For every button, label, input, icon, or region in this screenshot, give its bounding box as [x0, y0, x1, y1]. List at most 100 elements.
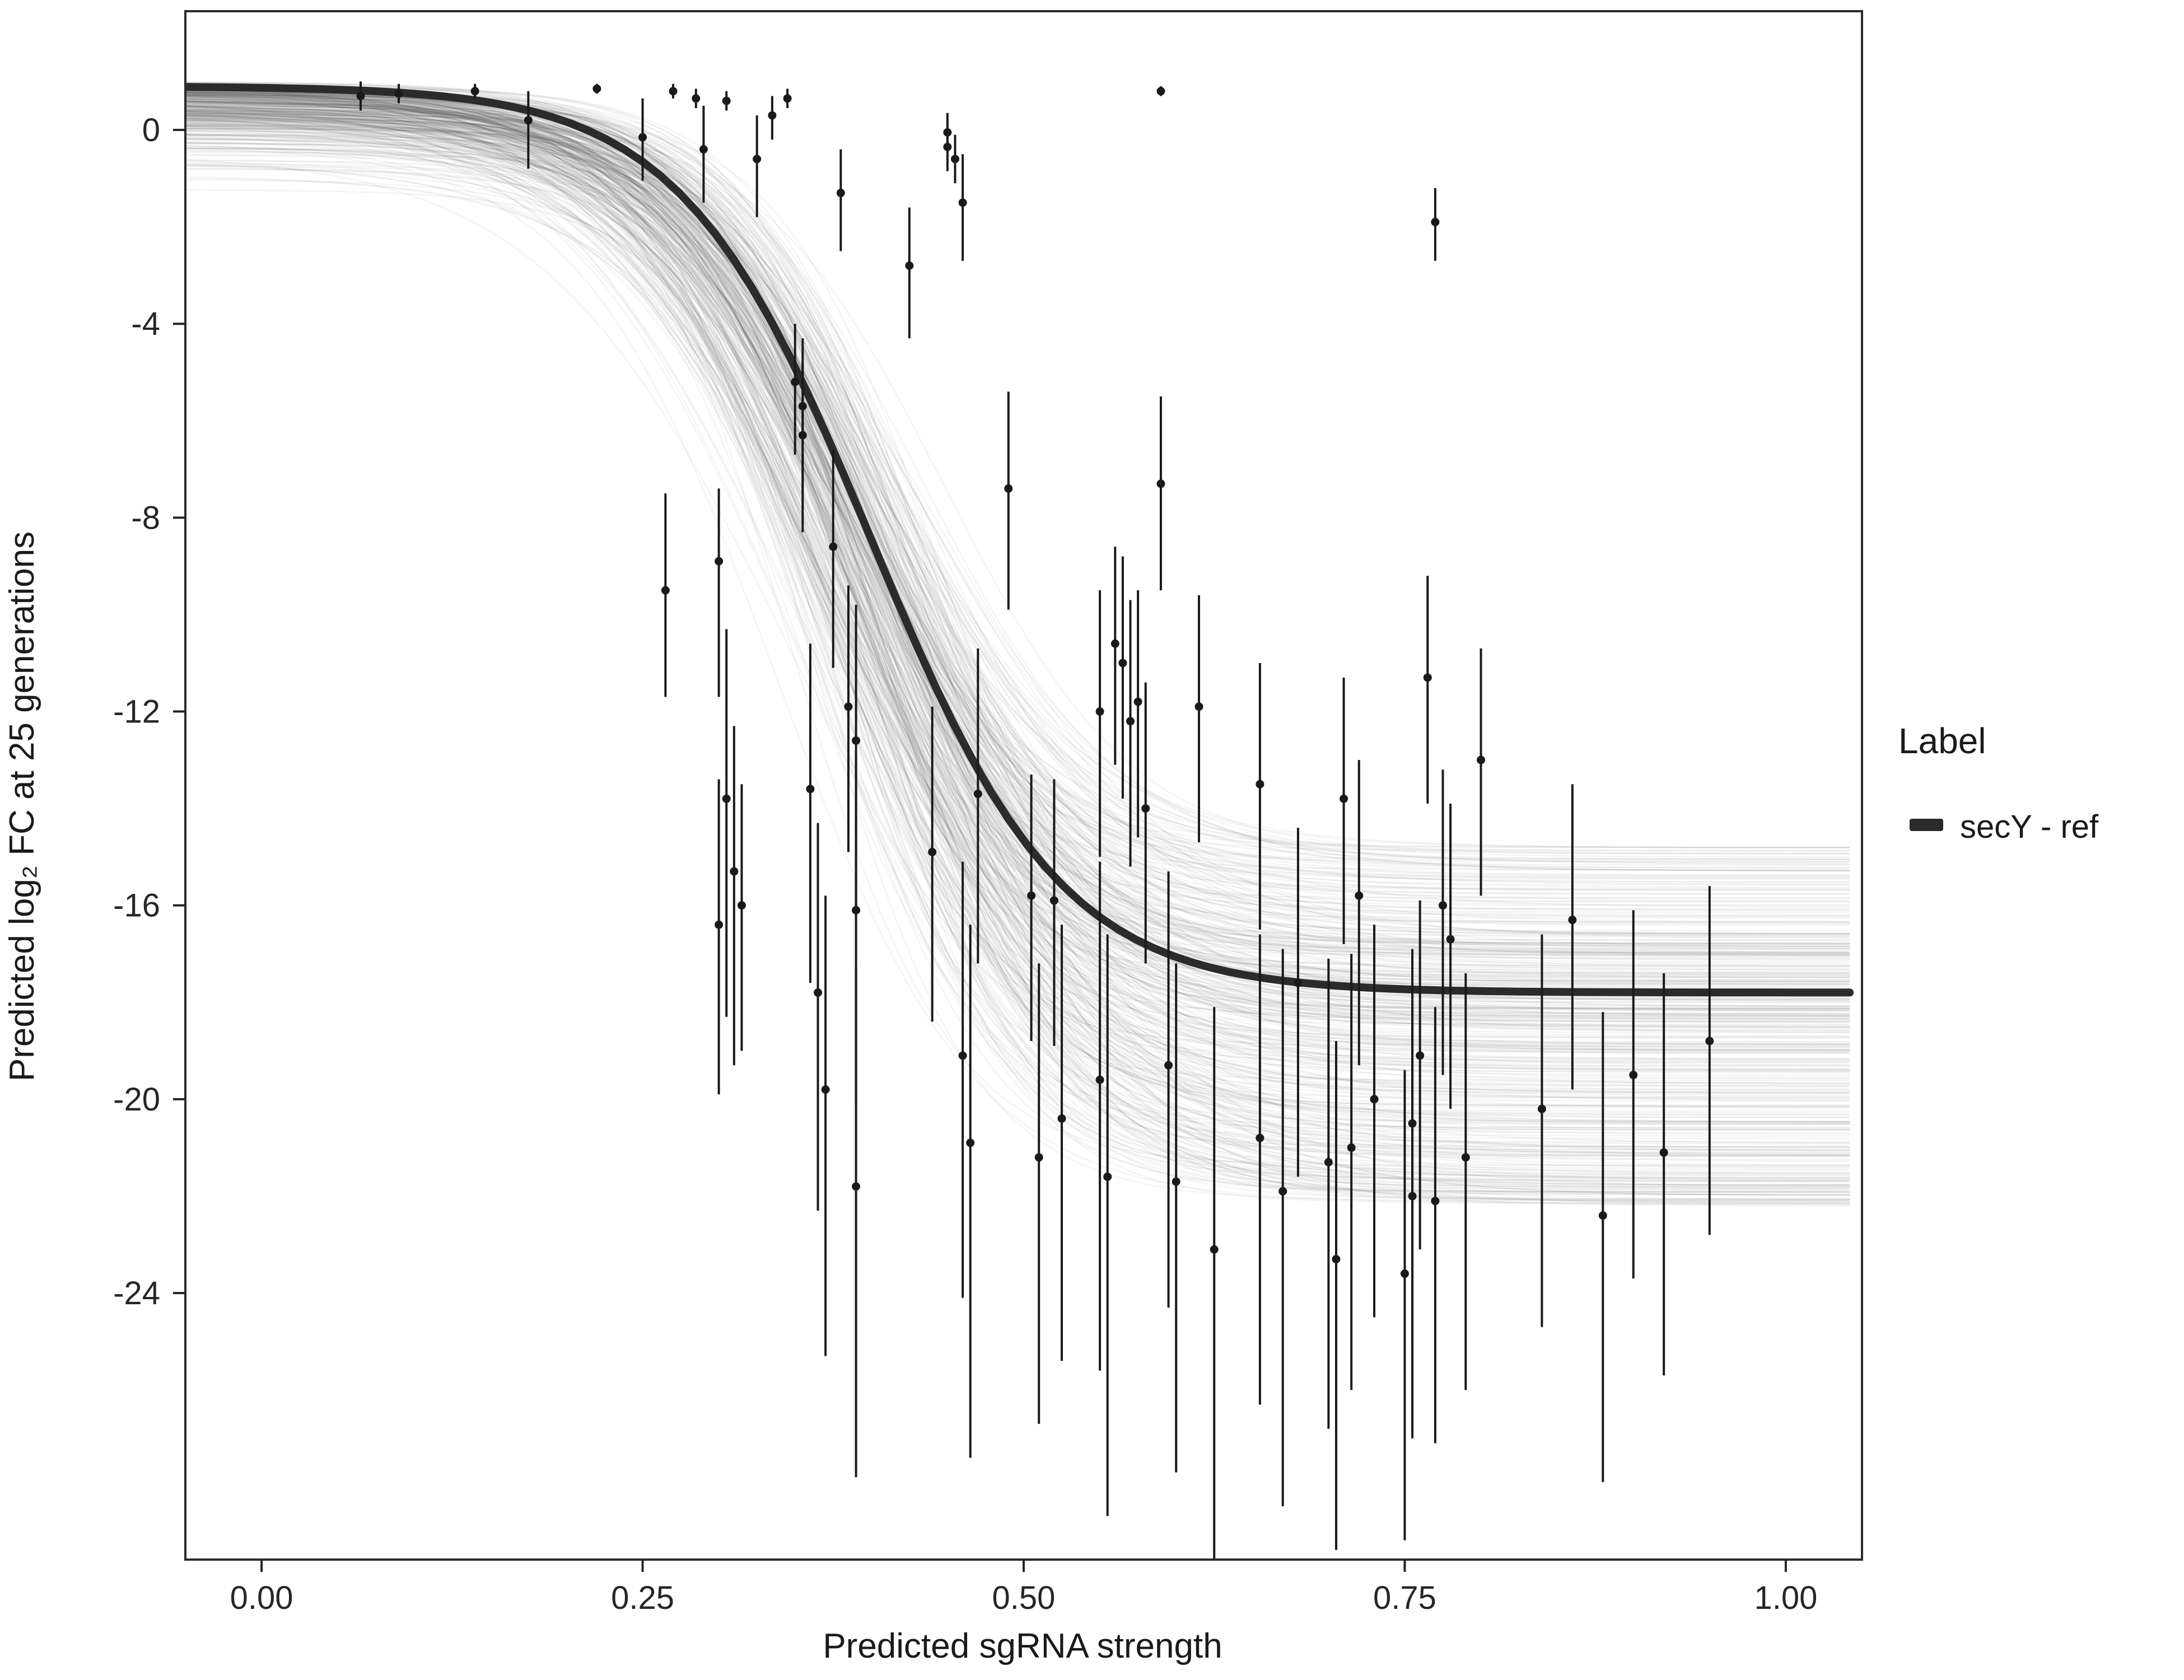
data-point: [905, 261, 914, 270]
data-point: [1126, 717, 1135, 726]
legend-title: Label: [1898, 721, 1986, 761]
data-point: [852, 736, 861, 745]
data-point: [1194, 702, 1203, 711]
data-point: [1408, 1192, 1417, 1201]
data-point: [715, 920, 724, 929]
data-point: [592, 84, 601, 93]
data-point: [1705, 1037, 1714, 1046]
data-point: [1004, 484, 1013, 493]
data-point: [524, 116, 533, 125]
data-point: [844, 702, 853, 711]
data-point: [928, 847, 937, 856]
data-point: [1629, 1071, 1638, 1080]
data-point: [1332, 1254, 1341, 1263]
data-point: [1095, 707, 1104, 716]
data-point: [821, 1085, 830, 1094]
x-axis-title: Predicted sgRNA strength: [823, 1627, 1222, 1665]
data-point: [1423, 673, 1432, 682]
data-point: [1118, 659, 1127, 668]
data-point: [836, 189, 845, 198]
data-point: [852, 906, 861, 914]
y-tick-label: 0: [142, 112, 160, 148]
data-point: [1439, 901, 1447, 910]
data-point: [1446, 935, 1455, 944]
data-point: [470, 87, 479, 96]
data-point: [1324, 1158, 1333, 1166]
data-point: [951, 155, 960, 164]
data-point: [806, 785, 815, 794]
data-point: [394, 89, 403, 98]
data-point: [356, 91, 365, 100]
y-tick-label: -20: [113, 1081, 160, 1118]
data-point: [1431, 217, 1440, 226]
data-point: [1049, 896, 1058, 905]
data-point: [1103, 1172, 1112, 1181]
data-point: [722, 96, 731, 105]
data-point: [852, 1182, 861, 1191]
data-point: [1034, 1153, 1043, 1162]
data-point: [1347, 1143, 1356, 1152]
y-tick-label: -12: [113, 694, 160, 730]
data-point: [1110, 639, 1119, 648]
data-point: [1659, 1148, 1668, 1157]
data-point: [730, 867, 739, 876]
data-point: [715, 557, 724, 566]
data-point: [1431, 1197, 1440, 1206]
data-point: [814, 988, 823, 997]
data-point: [1598, 1211, 1607, 1220]
x-tick-label: 0.75: [1373, 1580, 1436, 1616]
x-tick-label: 0.25: [611, 1580, 674, 1616]
data-point: [829, 542, 838, 551]
data-point: [1370, 1095, 1379, 1104]
data-point: [661, 586, 670, 595]
data-point: [1027, 891, 1036, 900]
data-point: [798, 431, 807, 440]
data-point: [1057, 1114, 1066, 1123]
data-point: [943, 142, 952, 151]
data-point: [958, 1051, 967, 1060]
data-point: [753, 155, 762, 164]
data-point: [1141, 804, 1150, 813]
y-tick-label: -4: [131, 306, 160, 342]
x-tick-label: 0.50: [992, 1580, 1056, 1616]
data-point: [783, 94, 792, 103]
legend-item-label: secY - ref: [1960, 809, 2099, 845]
data-point: [1340, 794, 1348, 803]
data-point: [1156, 479, 1165, 488]
data-point: [1256, 780, 1264, 788]
x-tick-label: 1.00: [1754, 1580, 1817, 1616]
data-point: [1210, 1245, 1219, 1254]
data-points: [356, 81, 1714, 1560]
data-point: [1172, 1177, 1180, 1186]
data-point: [1461, 1153, 1470, 1162]
data-point: [1156, 87, 1165, 96]
y-tick-label: -16: [113, 888, 160, 924]
legend: Label secY - ref: [1898, 721, 2099, 845]
x-tick-label: 0.00: [230, 1580, 293, 1616]
data-point: [699, 145, 708, 154]
data-point: [669, 87, 678, 96]
data-point: [1537, 1104, 1546, 1113]
data-point: [1416, 1051, 1425, 1060]
y-axis-title: Predicted log₂ FC at 25 generations: [3, 531, 41, 1081]
axes: 0.00 0.25 0.50 0.75 1.00 0 -4 -8 -12 -16 -20 -24: [113, 112, 1817, 1616]
data-point: [966, 1138, 975, 1147]
data-point: [1095, 1075, 1104, 1084]
data-point: [1568, 916, 1577, 925]
legend-swatch-line-icon: [1910, 819, 1943, 831]
data-point: [958, 198, 967, 207]
data-point: [1256, 1133, 1264, 1142]
data-point: [638, 133, 647, 142]
data-point: [1400, 1269, 1409, 1278]
data-point: [1164, 1061, 1173, 1070]
y-tick-label: -8: [131, 500, 160, 536]
data-point: [1294, 978, 1303, 987]
data-point: [1477, 755, 1486, 764]
ensemble-curves: [185, 81, 1850, 1206]
data-point: [1133, 697, 1142, 706]
data-point: [973, 790, 982, 799]
data-point: [1278, 1187, 1287, 1196]
data-point: [722, 794, 731, 803]
